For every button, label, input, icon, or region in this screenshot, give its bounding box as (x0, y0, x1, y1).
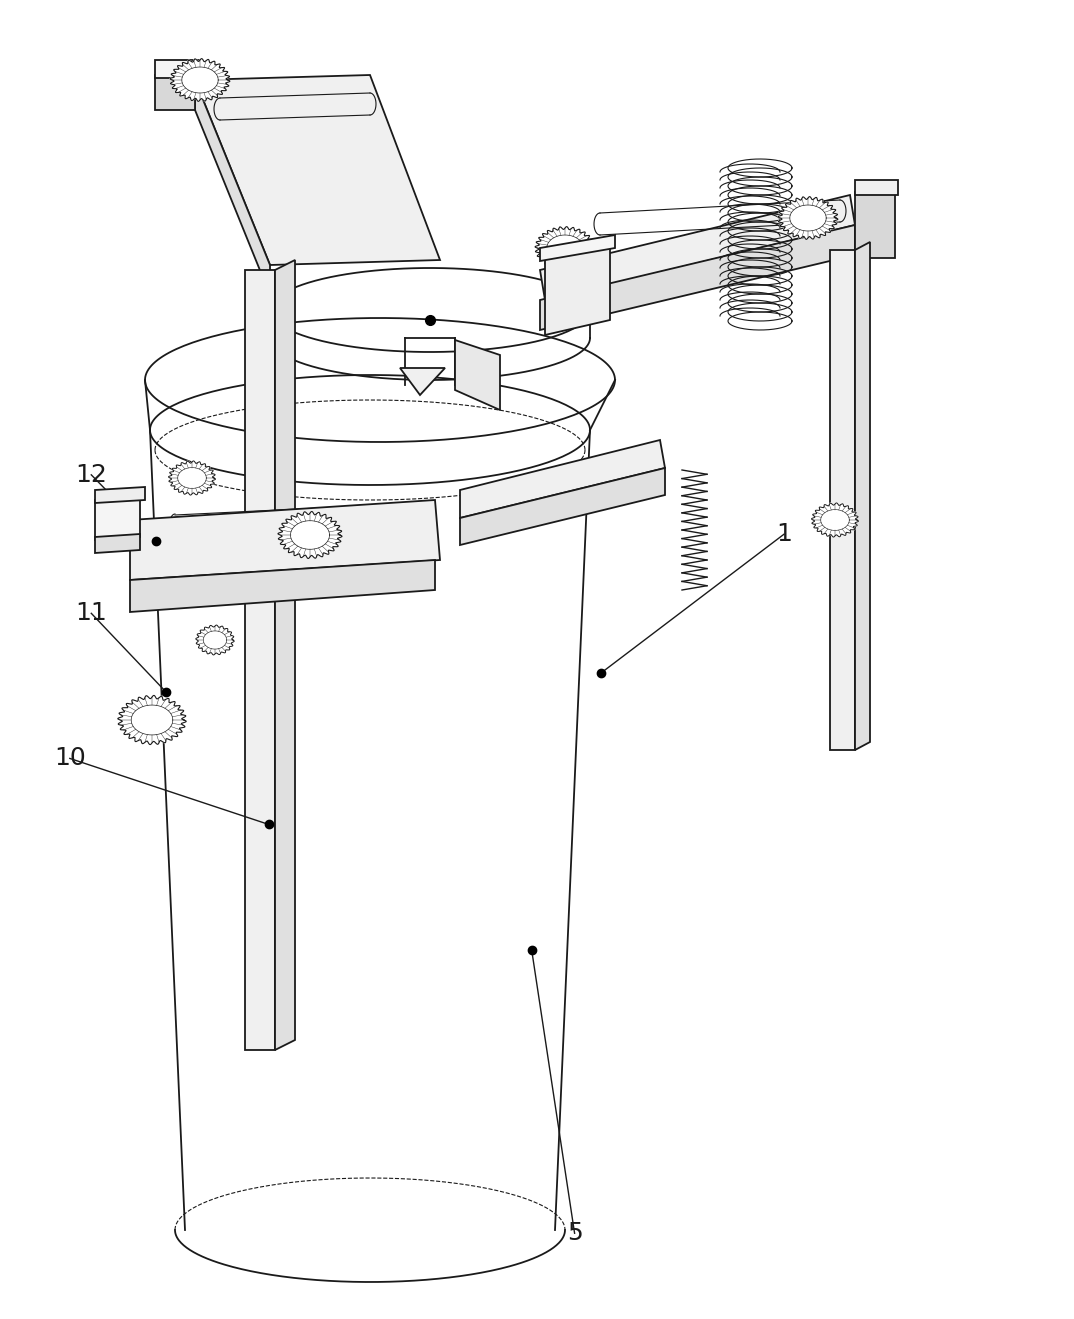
Polygon shape (245, 270, 275, 1050)
Polygon shape (195, 75, 440, 265)
Polygon shape (130, 500, 440, 580)
Polygon shape (95, 497, 140, 539)
Text: 12: 12 (75, 463, 107, 487)
Polygon shape (118, 695, 186, 744)
Polygon shape (169, 460, 216, 495)
Polygon shape (540, 195, 855, 299)
Polygon shape (855, 241, 870, 751)
Polygon shape (540, 226, 855, 330)
Polygon shape (275, 260, 295, 1050)
Polygon shape (278, 512, 342, 558)
Polygon shape (95, 534, 140, 553)
Polygon shape (460, 468, 665, 545)
Polygon shape (400, 368, 445, 394)
Polygon shape (130, 561, 435, 612)
Polygon shape (855, 193, 895, 259)
Polygon shape (170, 58, 230, 102)
Text: 1: 1 (777, 522, 792, 546)
Polygon shape (535, 227, 595, 269)
Polygon shape (830, 251, 855, 751)
Text: 11: 11 (75, 601, 107, 625)
Polygon shape (540, 235, 615, 261)
Polygon shape (855, 179, 898, 195)
Polygon shape (455, 340, 500, 410)
Polygon shape (155, 59, 200, 78)
Polygon shape (155, 75, 195, 109)
Polygon shape (778, 197, 838, 239)
Polygon shape (460, 441, 665, 518)
Polygon shape (812, 503, 858, 537)
Polygon shape (95, 487, 145, 503)
Polygon shape (545, 245, 610, 335)
Polygon shape (195, 625, 234, 656)
Polygon shape (195, 80, 270, 295)
Text: 5: 5 (567, 1221, 582, 1245)
Text: 10: 10 (54, 747, 86, 770)
